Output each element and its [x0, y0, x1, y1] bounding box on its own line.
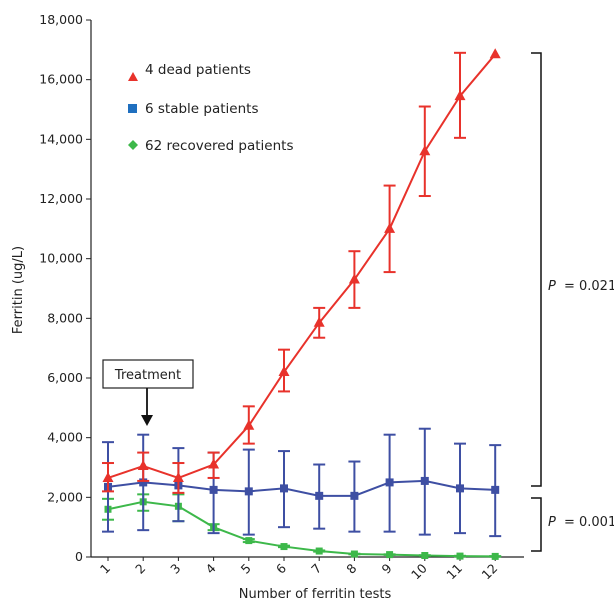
series-line	[107, 479, 496, 497]
data-point-square	[244, 487, 253, 496]
x-tick-label: 4	[202, 560, 218, 576]
data-point-diamond	[280, 543, 288, 551]
data-point-square	[420, 476, 429, 485]
p-value-text: = 0.001	[564, 515, 614, 530]
x-axis-title: Number of ferritin tests	[239, 587, 392, 602]
y-tick-label: 4,000	[47, 430, 83, 445]
data-point-triangle	[243, 419, 255, 430]
x-tick-label: 2	[132, 561, 148, 577]
x-tick-label: 11	[443, 561, 465, 583]
data-point-diamond	[421, 552, 429, 560]
y-tick-label: 18,000	[39, 12, 83, 27]
data-point-triangle	[208, 458, 220, 469]
p-symbol: P	[548, 279, 556, 294]
data-point-triangle	[489, 48, 501, 59]
data-point-square	[456, 484, 464, 493]
data-point-triangle	[278, 366, 290, 377]
y-tick-label: 0	[75, 549, 83, 564]
p-value-brackets: P = 0.021 P = 0.001	[531, 52, 614, 552]
data-point-square	[209, 485, 218, 494]
series-line	[107, 53, 496, 480]
treatment-arrow-head	[141, 415, 153, 426]
legend-diamond-marker	[128, 140, 138, 150]
y-tick-label: 12,000	[39, 191, 83, 206]
x-tick-label: 6	[273, 560, 289, 576]
p-value-stable-vs-recovered: P = 0.001	[548, 515, 614, 530]
data-point-square	[139, 478, 148, 487]
data-point-triangle	[454, 90, 466, 101]
series-layer	[102, 48, 502, 560]
data-point-diamond	[350, 550, 358, 558]
data-point-diamond	[386, 551, 394, 559]
data-point-diamond	[315, 547, 323, 555]
legend-triangle-marker	[128, 72, 138, 81]
treatment-box	[102, 359, 194, 389]
p-value-dead-vs-stable: P = 0.021	[548, 279, 614, 294]
legend-label-recovered: 62 recovered patients	[145, 138, 294, 154]
data-point-diamond	[456, 552, 464, 560]
y-axis-title: Ferritin (ug/L)	[11, 246, 26, 334]
data-point-square	[350, 491, 359, 500]
legend-item-stable: 6 stable patients	[128, 101, 258, 117]
legend-item-recovered: 62 recovered patients	[128, 138, 294, 154]
x-tick-label: 7	[308, 561, 324, 577]
series-line	[107, 500, 496, 558]
data-point-square	[385, 478, 394, 487]
series-square	[102, 427, 502, 538]
series-triangle	[102, 48, 501, 494]
axes: 0 2,000 4,000 6,000 8,000 10,000 12,000 14,000 1…	[11, 12, 524, 602]
data-point-triangle	[137, 460, 149, 471]
data-point-triangle	[172, 471, 184, 482]
data-point-triangle	[313, 316, 325, 327]
y-tick-label: 2,000	[47, 489, 83, 504]
legend: 4 dead patients 6 stable patients 62 rec…	[128, 62, 294, 154]
x-tick-label: 1	[97, 561, 113, 577]
data-point-square	[315, 491, 324, 500]
data-point-triangle	[348, 273, 360, 284]
p-symbol: P	[548, 515, 556, 530]
y-tick-label: 16,000	[39, 72, 83, 87]
y-tick-label: 14,000	[39, 131, 83, 146]
bracket-dead-vs-stable	[531, 52, 542, 487]
x-tick-label: 10	[408, 560, 430, 582]
legend-label-stable: 6 stable patients	[145, 101, 258, 117]
x-tick-label: 9	[378, 560, 394, 576]
data-point-square	[491, 485, 500, 494]
data-point-triangle	[384, 222, 396, 233]
treatment-annotation: Treatment	[102, 359, 194, 426]
x-tick-label: 8	[343, 560, 359, 576]
treatment-label: Treatment	[114, 368, 181, 383]
data-point-diamond	[245, 537, 253, 545]
y-tick-label: 8,000	[47, 310, 83, 325]
legend-label-dead: 4 dead patients	[145, 62, 251, 78]
x-tick-label: 3	[167, 561, 183, 577]
bracket-stable-vs-recovered	[531, 497, 542, 552]
y-tick-label: 10,000	[39, 251, 83, 266]
data-point-diamond	[491, 552, 499, 560]
x-tick-label: 12	[478, 561, 500, 583]
data-point-triangle	[102, 471, 114, 482]
y-tick-label: 6,000	[47, 370, 83, 385]
series-diamond	[102, 493, 502, 560]
p-value-text: = 0.021	[564, 279, 614, 294]
legend-item-dead: 4 dead patients	[128, 62, 251, 81]
data-point-square	[280, 484, 288, 493]
legend-square-marker	[128, 104, 137, 113]
data-point-triangle	[419, 145, 431, 156]
x-tick-label: 5	[238, 561, 254, 577]
